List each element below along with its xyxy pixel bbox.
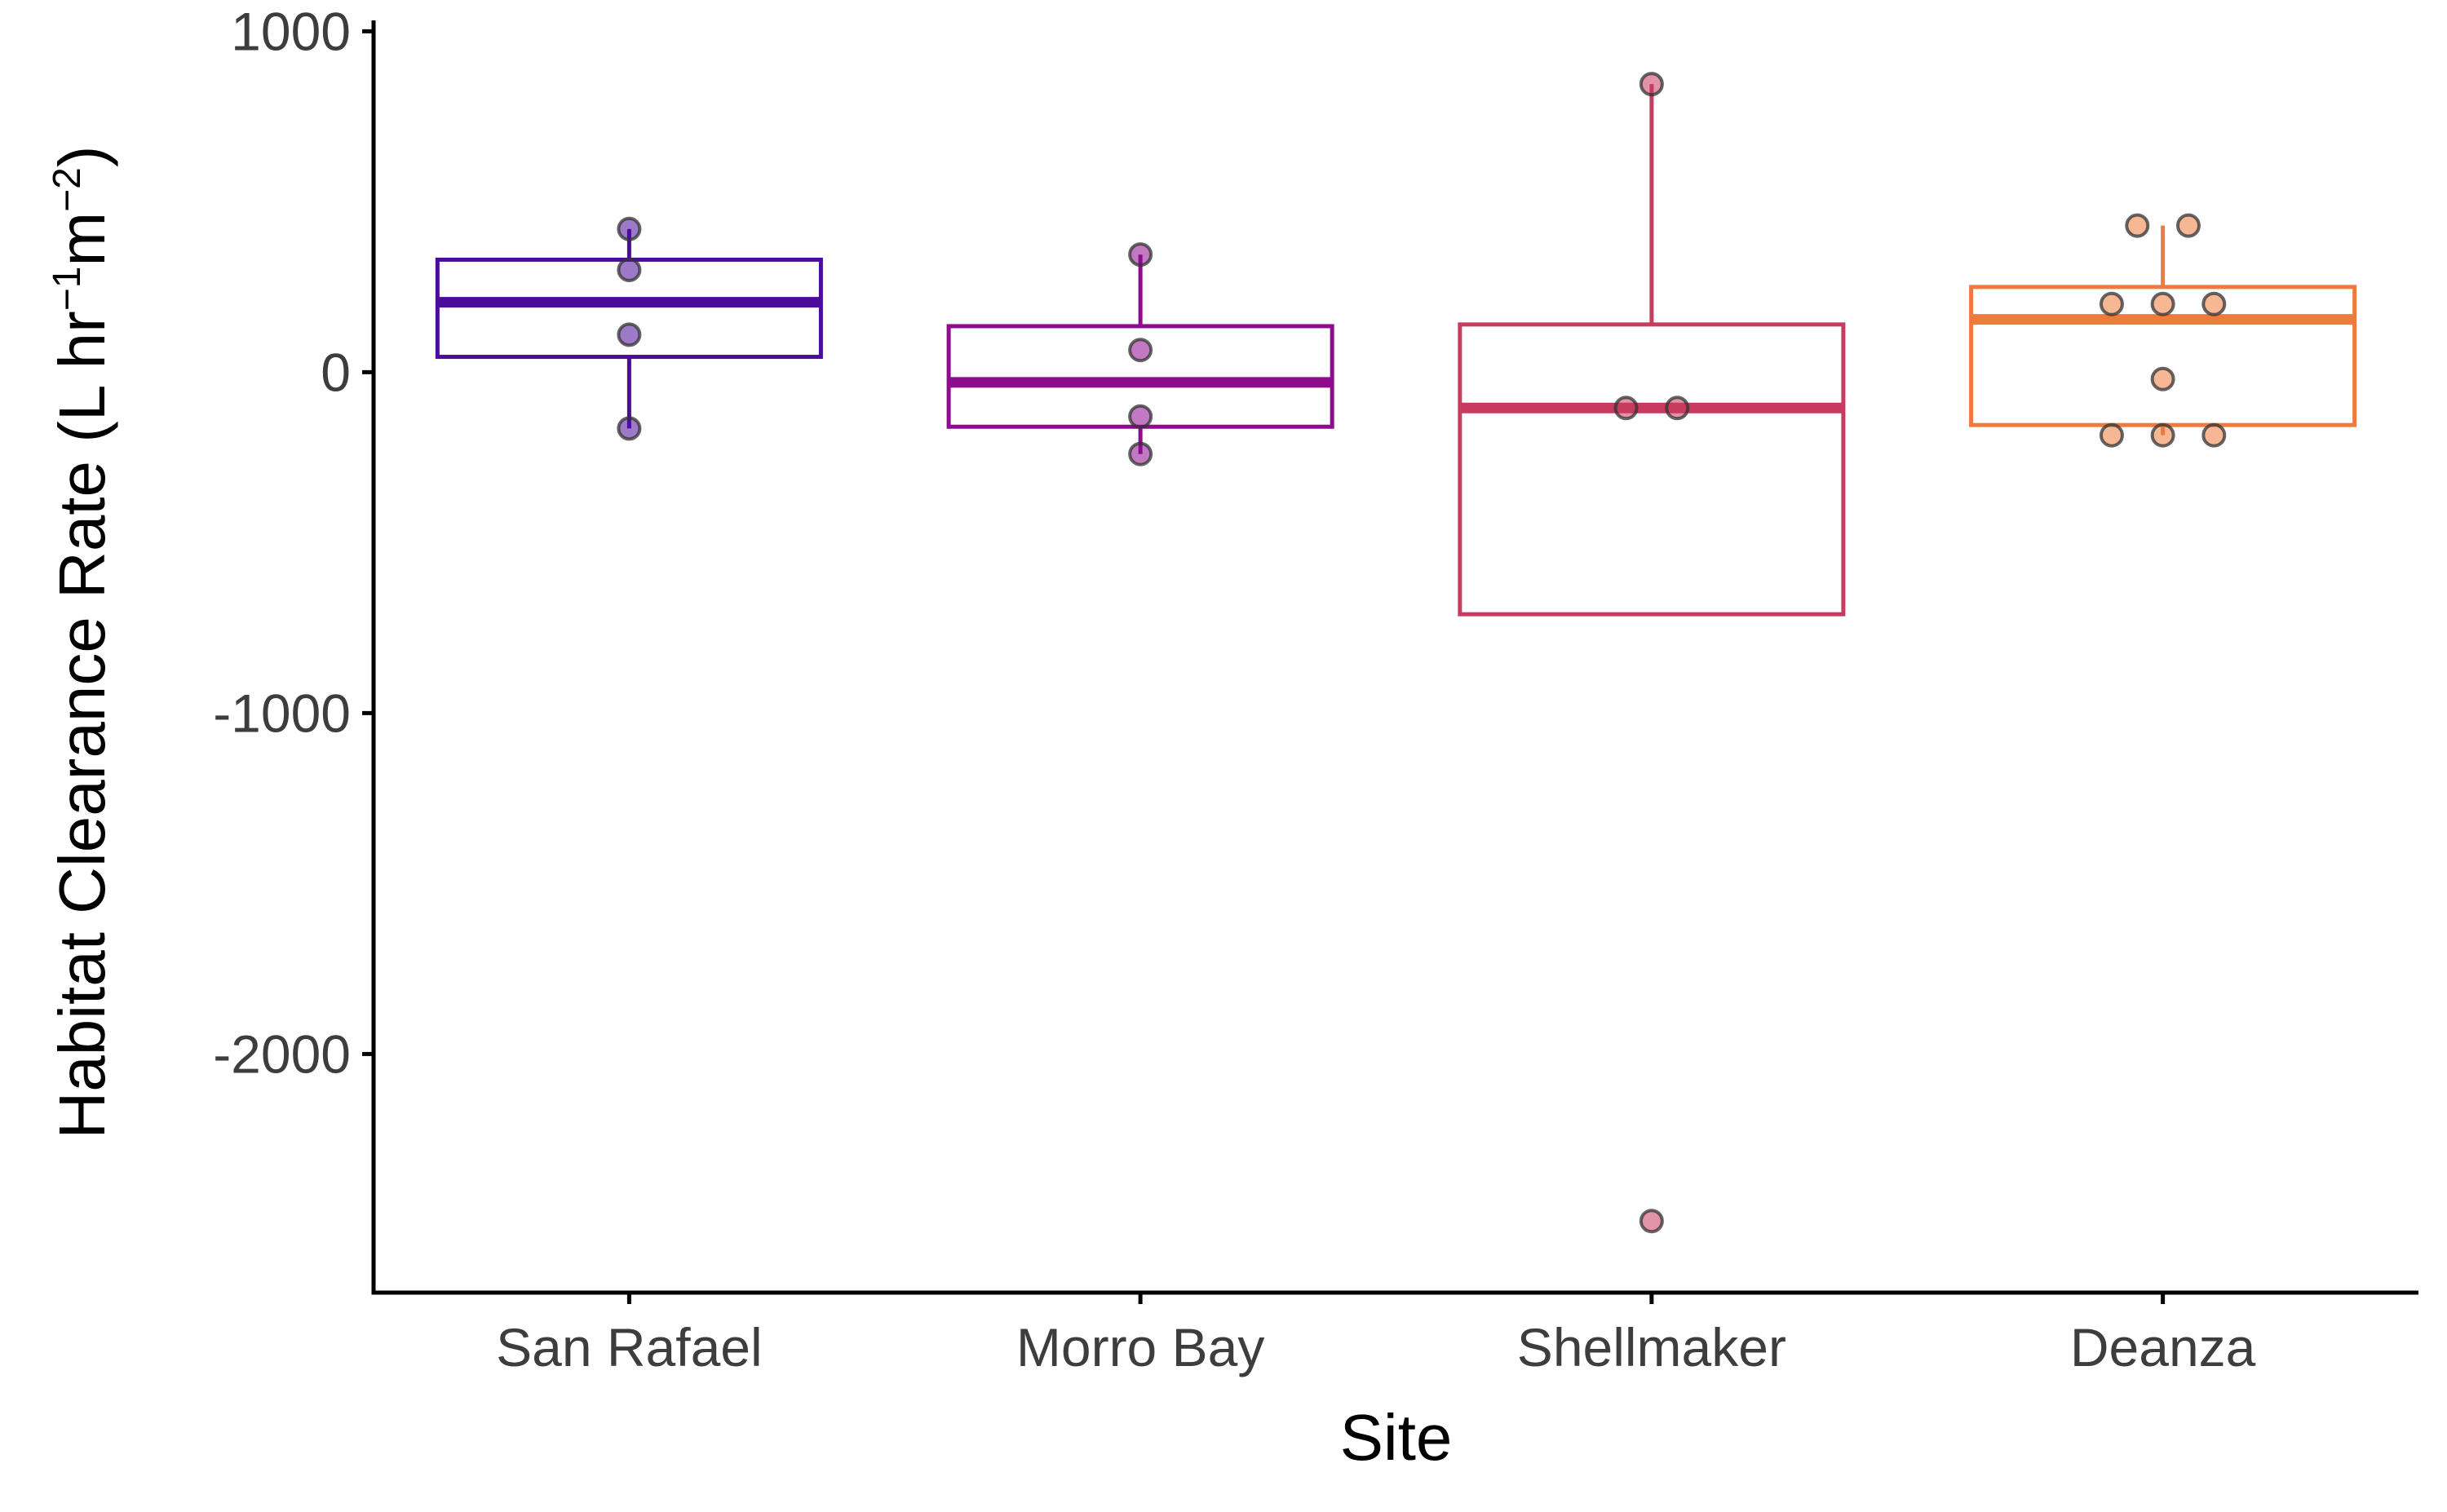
x-tick-label: Shellmaker bbox=[1517, 1317, 1786, 1377]
y-title-text: Habitat Clearance Rate (L hr bbox=[46, 311, 118, 1138]
data-point bbox=[2150, 291, 2175, 316]
data-point bbox=[1665, 396, 1690, 421]
data-point bbox=[2175, 213, 2201, 238]
data-point bbox=[2125, 213, 2150, 238]
y-tick-label: 0 bbox=[321, 342, 351, 402]
data-point bbox=[1639, 72, 1664, 97]
y-axis-title: Habitat Clearance Rate (L hr−1m−2) bbox=[46, 145, 118, 1138]
iqr-box bbox=[1458, 322, 1846, 617]
data-point bbox=[2099, 422, 2124, 448]
data-point bbox=[2201, 291, 2227, 316]
data-point bbox=[617, 257, 642, 282]
y-axis-ticks: 1000 0 -1000 -2000 bbox=[213, 1, 374, 1084]
box-san-rafael bbox=[435, 216, 823, 441]
data-point bbox=[617, 322, 642, 347]
x-axis-title: Site bbox=[1340, 1401, 1453, 1474]
y-tick-label: -1000 bbox=[213, 683, 351, 743]
x-tick-label: Morro Bay bbox=[1016, 1317, 1264, 1377]
x-tick-label: Deanza bbox=[2070, 1317, 2256, 1377]
data-point bbox=[2201, 422, 2227, 448]
box-morro-bay bbox=[946, 242, 1334, 466]
y-tick-label: 1000 bbox=[231, 1, 351, 61]
data-point bbox=[1128, 242, 1153, 267]
data-point bbox=[2150, 422, 2175, 448]
box-shellmaker bbox=[1458, 72, 1846, 1234]
x-axis-ticks: San Rafael Morro Bay Shellmaker Deanza bbox=[496, 1293, 2256, 1377]
plot-area bbox=[435, 72, 2357, 1234]
data-point bbox=[1128, 404, 1153, 429]
y-tick-label: -2000 bbox=[213, 1023, 351, 1084]
box-deanza bbox=[1969, 213, 2357, 448]
data-point bbox=[617, 416, 642, 441]
data-point bbox=[1613, 396, 1639, 421]
data-point bbox=[2099, 291, 2124, 316]
y-title-text: m bbox=[46, 212, 118, 267]
y-title-superscript: −2 bbox=[46, 167, 89, 212]
data-point bbox=[1128, 441, 1153, 466]
data-point bbox=[617, 216, 642, 241]
data-point bbox=[2150, 366, 2175, 391]
data-point bbox=[1128, 338, 1153, 363]
y-title-text: ) bbox=[46, 145, 118, 167]
y-title-superscript: −1 bbox=[46, 266, 89, 311]
x-tick-label: San Rafael bbox=[496, 1317, 763, 1377]
data-point bbox=[1639, 1209, 1664, 1234]
